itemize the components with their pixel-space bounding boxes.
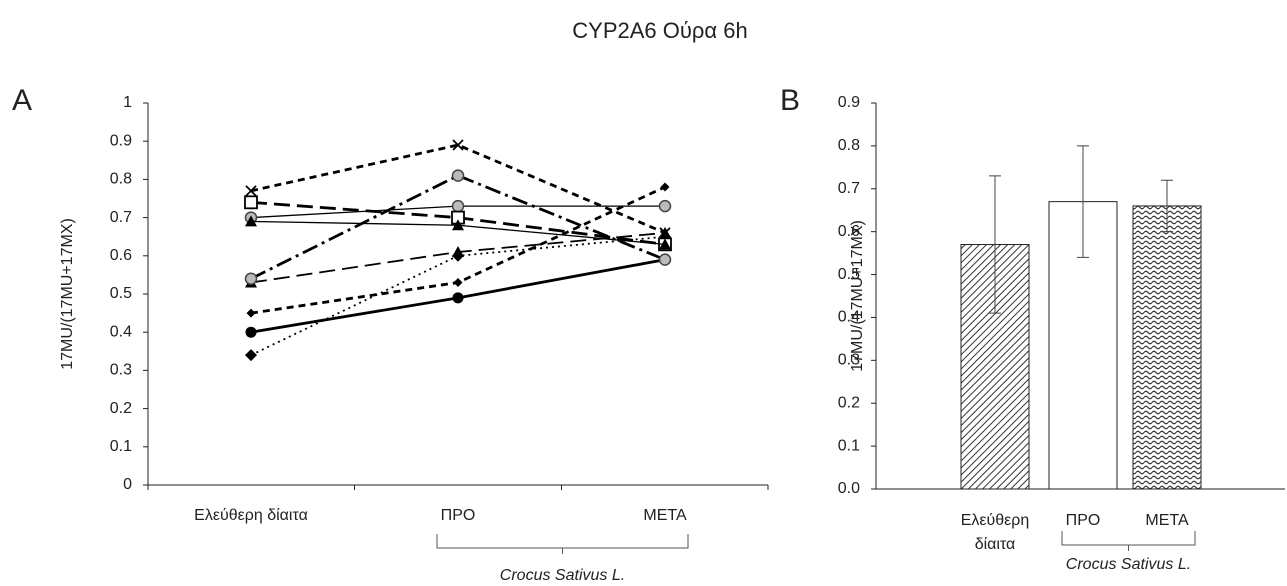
annotation: Crocus Sativus L. xyxy=(1066,556,1191,573)
marker xyxy=(245,185,257,197)
panel-label: A xyxy=(12,84,32,117)
y-tick-label: 0.2 xyxy=(838,394,860,411)
bracket xyxy=(1061,531,1196,551)
y-tick-label: 0.8 xyxy=(110,171,132,188)
marker xyxy=(452,139,464,151)
x-tick-label: ΜΕΤΑ xyxy=(1145,512,1189,529)
y-tick-label: 0.2 xyxy=(110,400,132,417)
y-tick-label: 0.1 xyxy=(838,437,860,454)
series-line xyxy=(250,143,666,235)
marker xyxy=(452,219,464,231)
y-tick-label: 0.9 xyxy=(838,94,860,111)
figure-title: CYP2A6 Ούρα 6h xyxy=(572,18,747,43)
marker xyxy=(452,245,464,257)
marker xyxy=(452,292,464,304)
y-tick-label: 0.1 xyxy=(110,438,132,455)
marker xyxy=(245,349,257,362)
bar xyxy=(1132,205,1202,490)
error-bar xyxy=(989,175,1001,314)
x-tick-label: ΠΡΟ xyxy=(1066,512,1101,529)
y-tick-label: 0.7 xyxy=(838,180,860,197)
marker xyxy=(660,182,670,192)
marker xyxy=(659,238,671,250)
marker xyxy=(659,227,671,239)
marker xyxy=(244,195,258,210)
marker xyxy=(245,215,257,227)
x-tick-label: Ελεύθερη δίαιτα xyxy=(194,507,308,524)
marker xyxy=(453,278,463,288)
error-bar xyxy=(1161,179,1173,233)
y-tick-label: 0 xyxy=(123,476,132,493)
marker xyxy=(246,308,256,318)
marker xyxy=(451,169,465,182)
y-tick-label: 1 xyxy=(123,94,132,111)
y-tick-label: 0.3 xyxy=(110,362,132,379)
y-tick-label: 0.4 xyxy=(838,309,860,326)
marker xyxy=(451,199,465,213)
x-tick-label: ΜΕΤΑ xyxy=(643,507,687,524)
error-bar xyxy=(1077,145,1089,258)
marker xyxy=(658,253,672,266)
y-axis-label: 17MU/(17MU+17MX) xyxy=(59,218,76,370)
y-tick-label: 0.6 xyxy=(110,247,132,264)
y-tick-label: 0.9 xyxy=(110,132,132,149)
marker xyxy=(244,272,258,285)
marker xyxy=(658,199,672,213)
panel-label: B xyxy=(780,84,800,117)
annotation: Crocus Sativus L. xyxy=(500,567,625,584)
y-tick-label: 0.5 xyxy=(838,266,860,283)
series-line xyxy=(250,174,666,280)
x-tick-line: Ελεύθερη xyxy=(961,512,1030,529)
bracket xyxy=(436,534,689,554)
x-tick-label: Ελεύθερη δίαιτα xyxy=(961,512,1030,553)
marker xyxy=(245,326,257,338)
x-tick-line: δίαιτα xyxy=(975,536,1016,553)
y-tick-label: 0.3 xyxy=(838,352,860,369)
y-tick-label: 0.0 xyxy=(838,480,860,497)
y-axis-label: 17MU/(17MU+17MX) xyxy=(849,220,866,372)
y-tick-label: 0.8 xyxy=(838,137,860,154)
y-tick-label: 0.7 xyxy=(110,209,132,226)
y-tick-label: 0.6 xyxy=(838,223,860,240)
y-tick-label: 0.5 xyxy=(110,285,132,302)
x-tick-label: ΠΡΟ xyxy=(441,507,476,524)
y-tick-label: 0.4 xyxy=(110,323,132,340)
